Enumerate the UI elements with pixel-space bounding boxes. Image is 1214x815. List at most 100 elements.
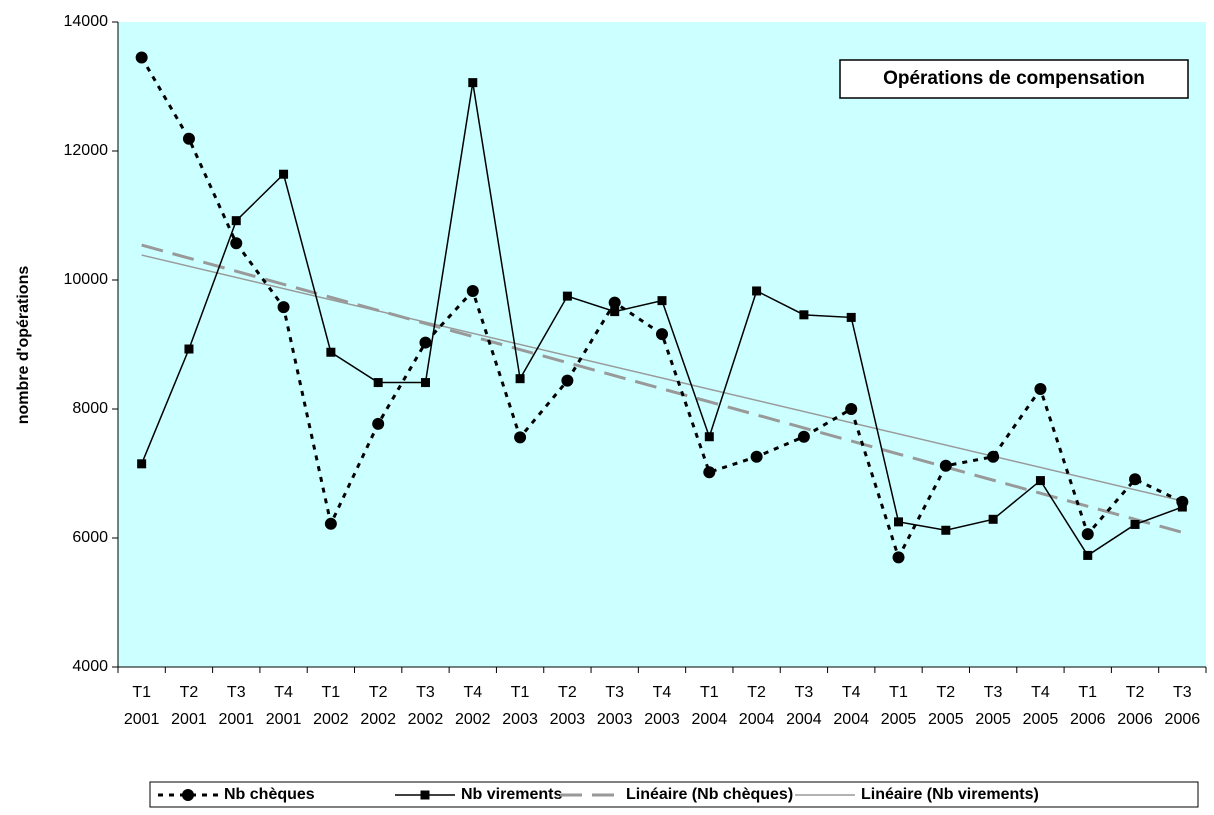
marker <box>894 517 904 527</box>
x-tick-label: T1 <box>1078 684 1097 701</box>
marker <box>184 344 194 354</box>
x-tick-label: T1 <box>889 684 908 701</box>
y-tick-label: 8000 <box>72 400 108 417</box>
x-tick-label: 2004 <box>692 711 728 728</box>
marker <box>797 430 810 443</box>
x-tick-label: 2005 <box>1023 711 1059 728</box>
x-tick-label: 2005 <box>975 711 1011 728</box>
marker <box>372 417 385 430</box>
marker <box>892 551 905 564</box>
legend-label: Nb virements <box>461 786 562 803</box>
legend-marker <box>420 790 430 800</box>
x-tick-label: 2003 <box>550 711 586 728</box>
marker <box>515 374 525 384</box>
x-tick-label: 2003 <box>502 711 538 728</box>
marker <box>703 466 716 479</box>
x-tick-label: 2003 <box>644 711 680 728</box>
y-axis-label: nombre d'opérations <box>15 266 32 425</box>
marker <box>419 336 432 349</box>
x-tick-label: T3 <box>227 684 246 701</box>
marker <box>182 132 195 145</box>
x-tick-label: T3 <box>416 684 435 701</box>
marker <box>657 296 667 306</box>
marker <box>231 216 241 226</box>
marker <box>752 286 762 296</box>
title-box <box>839 59 1189 99</box>
marker <box>562 291 572 301</box>
x-tick-label: T4 <box>1031 684 1050 701</box>
marker <box>845 403 858 415</box>
x-tick-label: 2001 <box>124 711 160 728</box>
marker <box>750 450 763 463</box>
marker <box>137 459 147 469</box>
marker <box>1177 502 1187 512</box>
x-tick-label: 2005 <box>928 711 964 728</box>
marker <box>1129 473 1142 486</box>
x-tick-label: T1 <box>511 684 530 701</box>
x-tick-label: T4 <box>653 684 672 701</box>
x-tick-label: T1 <box>132 684 151 701</box>
marker <box>846 312 856 322</box>
y-tick-label: 14000 <box>64 13 109 30</box>
x-tick-label: T2 <box>936 684 955 701</box>
chart-title: Opérations de compensation <box>883 68 1145 89</box>
marker <box>704 432 714 442</box>
marker <box>373 378 383 388</box>
marker <box>1081 528 1094 541</box>
x-tick-label: T3 <box>984 684 1003 701</box>
x-tick-label: T2 <box>747 684 766 701</box>
x-tick-label: T1 <box>322 684 341 701</box>
legend-label: Linéaire (Nb chèques) <box>626 786 793 803</box>
x-tick-label: T2 <box>369 684 388 701</box>
marker <box>420 378 430 388</box>
trend-line <box>141 254 1183 502</box>
marker <box>277 301 290 314</box>
marker <box>230 237 243 250</box>
x-tick-label: T4 <box>842 684 861 701</box>
marker <box>608 296 621 309</box>
x-tick-label: 2006 <box>1165 711 1201 728</box>
marker <box>514 431 527 444</box>
y-tick-label: 4000 <box>72 658 108 675</box>
marker <box>988 514 998 524</box>
marker <box>1083 550 1093 560</box>
marker <box>1035 476 1045 486</box>
marker <box>561 374 574 387</box>
x-tick-label: 2001 <box>266 711 302 728</box>
legend-marker <box>182 789 194 801</box>
marker <box>324 517 337 530</box>
x-tick-label: 2004 <box>833 711 869 728</box>
marker <box>466 284 479 297</box>
marker <box>1034 383 1047 396</box>
marker <box>468 78 478 88</box>
marker <box>941 525 951 535</box>
x-tick-label: 2003 <box>597 711 633 728</box>
marker <box>610 307 620 317</box>
legend-box <box>149 781 1199 808</box>
x-tick-label: 2002 <box>313 711 349 728</box>
x-tick-label: T2 <box>1126 684 1145 701</box>
marker <box>135 51 148 64</box>
x-tick-label: T4 <box>463 684 482 701</box>
marker <box>987 450 1000 463</box>
marker <box>1130 519 1140 529</box>
x-tick-label: 2006 <box>1117 711 1153 728</box>
x-tick-label: T2 <box>180 684 199 701</box>
x-tick-label: 2005 <box>881 711 917 728</box>
x-tick-label: 2002 <box>408 711 444 728</box>
x-tick-label: T2 <box>558 684 577 701</box>
x-tick-label: T1 <box>700 684 719 701</box>
marker <box>799 310 809 320</box>
y-tick-label: 10000 <box>64 271 109 288</box>
series-line <box>140 56 1183 562</box>
x-tick-label: T3 <box>795 684 814 701</box>
y-tick-label: 12000 <box>64 142 109 159</box>
x-tick-label: T3 <box>1173 684 1192 701</box>
y-tick-label: 6000 <box>72 529 108 546</box>
marker <box>326 347 336 357</box>
x-tick-label: 2001 <box>218 711 254 728</box>
marker <box>279 169 289 179</box>
x-tick-label: 2001 <box>171 711 207 728</box>
plot-area <box>118 22 1206 667</box>
